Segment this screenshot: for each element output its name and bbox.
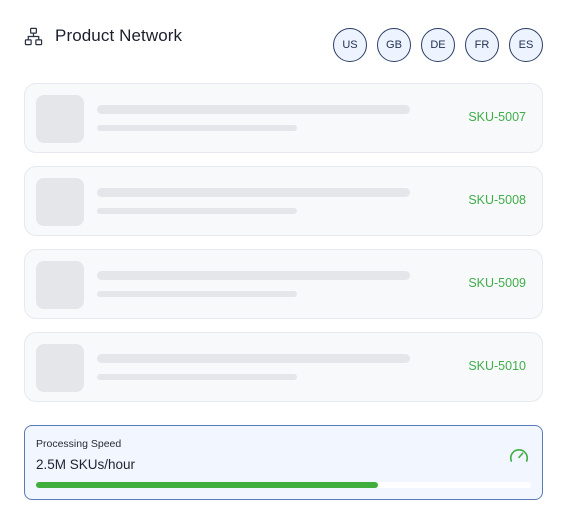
region-chip-us[interactable]: US — [333, 28, 367, 62]
page-title: Product Network — [55, 26, 183, 45]
processing-speed-label: Processing Speed — [36, 438, 122, 450]
region-selector: US GB DE FR ES — [333, 28, 543, 62]
region-chip-gb[interactable]: GB — [377, 28, 411, 62]
product-thumbnail-placeholder — [36, 178, 84, 226]
product-thumbnail-placeholder — [36, 95, 84, 143]
processing-speed-value: 2.5M SKUs/hour — [36, 457, 136, 472]
region-chip-de[interactable]: DE — [421, 28, 455, 62]
product-sku: SKU-5007 — [468, 110, 526, 124]
processing-progress-bar — [36, 482, 531, 488]
product-row[interactable]: SKU-5010 — [24, 332, 543, 402]
speedometer-icon — [509, 449, 529, 462]
product-thumbnail-placeholder — [36, 344, 84, 392]
product-list: SKU-5007 SKU-5008 SKU-5009 SKU-5010 — [24, 83, 543, 402]
product-row[interactable]: SKU-5009 — [24, 249, 543, 319]
product-subtitle-placeholder — [97, 291, 297, 297]
product-title-placeholder — [97, 354, 410, 363]
product-title-placeholder — [97, 105, 410, 114]
product-title-placeholder — [97, 188, 410, 197]
region-chip-es[interactable]: ES — [509, 28, 543, 62]
product-title-placeholder — [97, 271, 410, 280]
region-chip-fr[interactable]: FR — [465, 28, 499, 62]
processing-progress-fill — [36, 482, 378, 488]
product-row[interactable]: SKU-5008 — [24, 166, 543, 236]
product-sku: SKU-5008 — [468, 193, 526, 207]
product-sku: SKU-5009 — [468, 276, 526, 290]
header: Product Network US GB DE FR ES — [24, 22, 543, 62]
product-subtitle-placeholder — [97, 208, 297, 214]
product-row[interactable]: SKU-5007 — [24, 83, 543, 153]
processing-speed-card: Processing Speed 2.5M SKUs/hour — [24, 425, 543, 500]
title-group: Product Network — [24, 26, 182, 46]
product-thumbnail-placeholder — [36, 261, 84, 309]
product-sku: SKU-5010 — [468, 359, 526, 373]
product-subtitle-placeholder — [97, 125, 297, 131]
product-subtitle-placeholder — [97, 374, 297, 380]
network-icon — [24, 27, 43, 45]
